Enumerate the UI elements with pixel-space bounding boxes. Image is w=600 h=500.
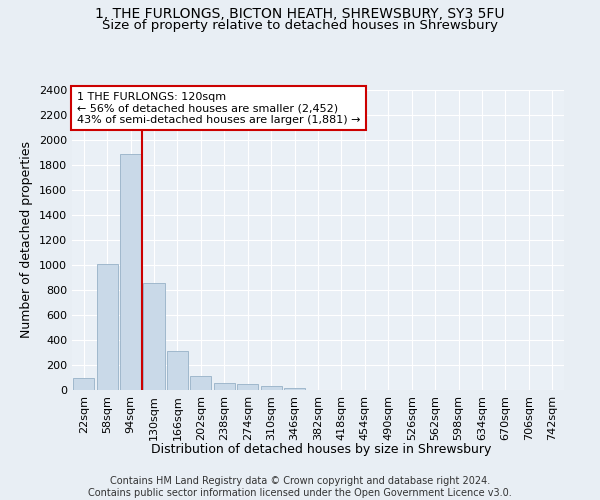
Text: Size of property relative to detached houses in Shrewsbury: Size of property relative to detached ho…: [102, 18, 498, 32]
Bar: [97, 264, 118, 390]
Bar: [143, 282, 164, 390]
Text: Distribution of detached houses by size in Shrewsbury: Distribution of detached houses by size …: [151, 442, 491, 456]
Y-axis label: Number of detached properties: Number of detached properties: [20, 142, 34, 338]
Bar: [167, 350, 188, 390]
Bar: [260, 386, 281, 390]
Text: 1 THE FURLONGS: 120sqm
← 56% of detached houses are smaller (2,452)
43% of semi-: 1 THE FURLONGS: 120sqm ← 56% of detached…: [77, 92, 361, 124]
Text: 1, THE FURLONGS, BICTON HEATH, SHREWSBURY, SY3 5FU: 1, THE FURLONGS, BICTON HEATH, SHREWSBUR…: [95, 8, 505, 22]
Bar: [284, 388, 305, 390]
Bar: [214, 382, 235, 390]
Bar: [237, 384, 258, 390]
Bar: [120, 154, 141, 390]
Bar: [190, 376, 211, 390]
Text: Contains HM Land Registry data © Crown copyright and database right 2024.
Contai: Contains HM Land Registry data © Crown c…: [88, 476, 512, 498]
Bar: [73, 378, 94, 390]
